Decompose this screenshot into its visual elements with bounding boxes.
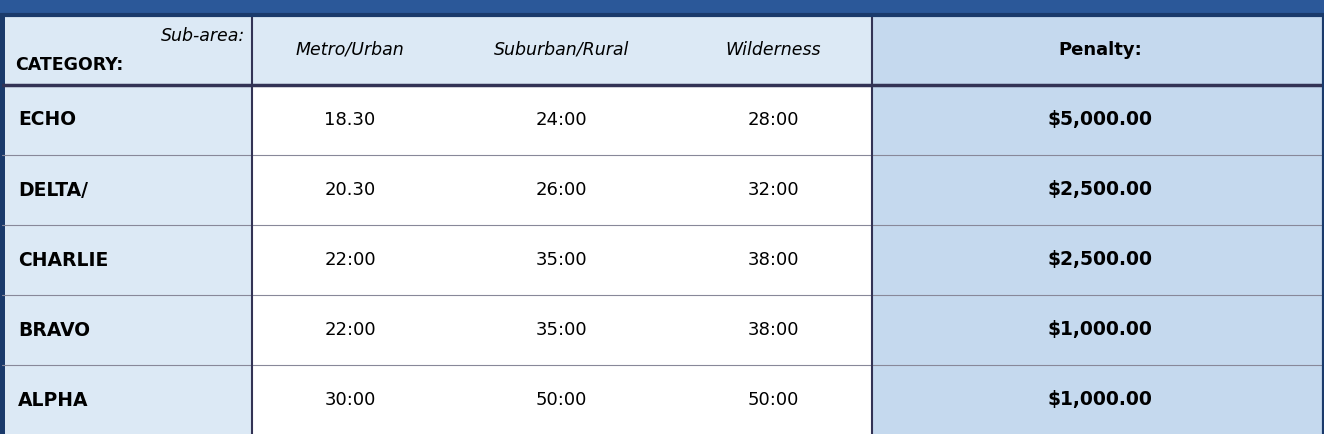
Bar	[449, 225, 675, 295]
Text: 26:00: 26:00	[536, 181, 588, 199]
Text: 38:00: 38:00	[748, 251, 800, 269]
Bar	[5, 85, 252, 155]
Text: 35:00: 35:00	[536, 321, 588, 339]
Bar	[252, 85, 449, 155]
Text: ECHO: ECHO	[19, 111, 77, 129]
Bar	[252, 15, 871, 85]
Bar	[252, 295, 449, 365]
Bar	[675, 155, 871, 225]
Text: 50:00: 50:00	[536, 391, 588, 409]
Text: $1,000.00: $1,000.00	[1047, 320, 1153, 339]
Text: 35:00: 35:00	[536, 251, 588, 269]
Bar	[871, 225, 1324, 295]
Bar	[675, 85, 871, 155]
Text: ALPHA: ALPHA	[19, 391, 89, 410]
Text: $5,000.00: $5,000.00	[1047, 111, 1153, 129]
Text: 28:00: 28:00	[748, 111, 800, 129]
Bar	[252, 155, 449, 225]
Bar	[871, 365, 1324, 434]
Text: Suburban/Rural: Suburban/Rural	[494, 41, 629, 59]
Bar	[5, 15, 252, 85]
Text: Penalty:: Penalty:	[1058, 41, 1143, 59]
Bar	[871, 85, 1324, 155]
Bar	[5, 365, 252, 434]
Text: 22:00: 22:00	[324, 251, 376, 269]
Bar	[252, 365, 449, 434]
Text: 30:00: 30:00	[324, 391, 376, 409]
Text: CATEGORY:: CATEGORY:	[16, 56, 124, 74]
Bar	[449, 365, 675, 434]
Bar	[675, 295, 871, 365]
Text: 38:00: 38:00	[748, 321, 800, 339]
Bar	[449, 155, 675, 225]
Bar	[0, 0, 1324, 15]
Text: 22:00: 22:00	[324, 321, 376, 339]
Text: $1,000.00: $1,000.00	[1047, 391, 1153, 410]
Text: Sub-area:: Sub-area:	[162, 27, 245, 45]
Text: $2,500.00: $2,500.00	[1047, 250, 1153, 270]
Bar	[871, 155, 1324, 225]
Bar	[449, 295, 675, 365]
Bar	[449, 85, 675, 155]
Text: 18.30: 18.30	[324, 111, 376, 129]
Text: BRAVO: BRAVO	[19, 320, 90, 339]
Bar	[871, 15, 1324, 85]
Bar	[5, 295, 252, 365]
Bar	[675, 365, 871, 434]
Text: 50:00: 50:00	[748, 391, 798, 409]
Text: 20.30: 20.30	[324, 181, 376, 199]
Bar	[252, 225, 449, 295]
Text: CHARLIE: CHARLIE	[19, 250, 109, 270]
Text: $2,500.00: $2,500.00	[1047, 181, 1153, 200]
Bar	[5, 225, 252, 295]
Text: Wilderness: Wilderness	[726, 41, 821, 59]
Bar	[871, 295, 1324, 365]
Text: DELTA/: DELTA/	[19, 181, 89, 200]
Text: 32:00: 32:00	[748, 181, 800, 199]
Bar	[5, 155, 252, 225]
Text: 24:00: 24:00	[536, 111, 588, 129]
Text: Metro/Urban: Metro/Urban	[295, 41, 404, 59]
Bar	[675, 225, 871, 295]
